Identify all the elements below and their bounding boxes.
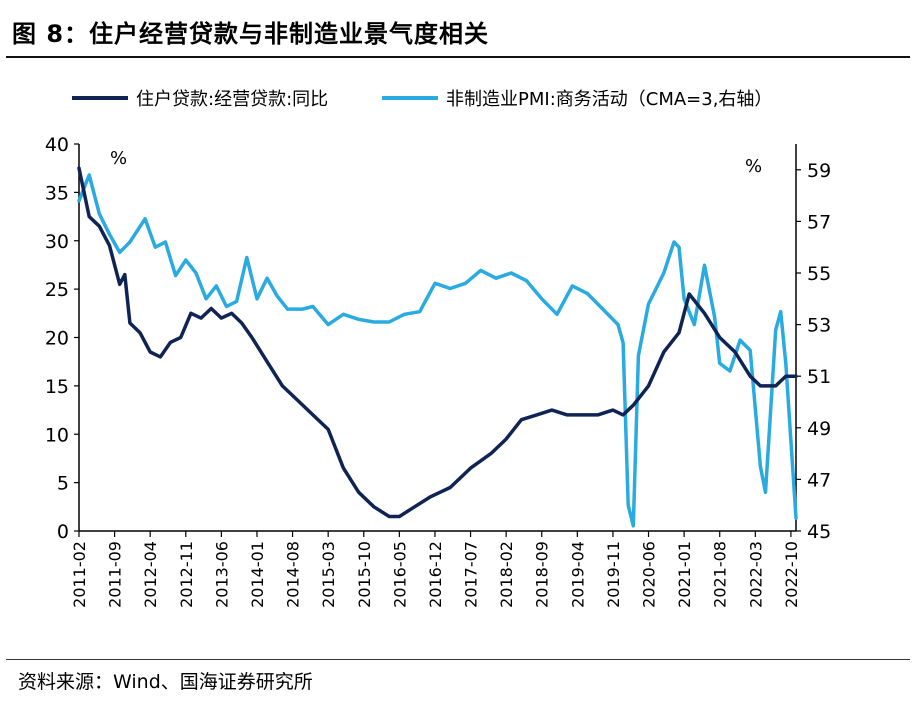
- y-right-unit: %: [745, 156, 762, 177]
- x-tick-label: 2011-02: [70, 541, 89, 608]
- legend-label-nonmfg-pmi: 非制造业PMI:商务活动（CMA=3,右轴）: [446, 89, 772, 110]
- source-note: 资料来源：Wind、国海证券研究所: [18, 671, 313, 693]
- y-right-tick-label: 49: [807, 418, 831, 440]
- y-left-tick-label: 5: [57, 473, 69, 495]
- legend-label-business-loans: 住户贷款:经营贷款:同比: [136, 89, 328, 110]
- x-tick-label: 2015-10: [355, 541, 374, 608]
- x-tick-label: 2021-01: [675, 541, 694, 608]
- y-left-tick-label: 25: [45, 279, 69, 301]
- x-tick-label: 2013-06: [212, 541, 231, 608]
- series-line-business-loans: [77, 166, 798, 519]
- y-left-tick-label: 40: [45, 134, 69, 156]
- x-tick-label: 2022-03: [746, 541, 765, 608]
- plot-area: 0 5 10 15 20 25 30 35 40 45 47 49 51 53 55 57 59% % 2011-0…: [45, 134, 831, 608]
- y-right-tick-label: 47: [807, 469, 831, 491]
- y-right-tick-label: 59: [807, 160, 831, 182]
- x-tick-label: 2014-08: [284, 541, 303, 608]
- y-left-tick-label: 20: [45, 328, 69, 350]
- x-tick-label: 2011-09: [106, 541, 125, 608]
- x-tick-label: 2022-10: [782, 541, 801, 608]
- y-left-tick-label: 0: [57, 521, 69, 543]
- x-tick-label: 2019-04: [568, 541, 587, 608]
- x-tick-label: 2018-02: [497, 541, 516, 608]
- x-tick-label: 2019-11: [604, 541, 623, 608]
- figure-title: 图 8：住户经营贷款与非制造业景气度相关: [12, 20, 490, 48]
- y-left-tick-label: 35: [45, 182, 69, 204]
- series-line-nonmfg-pmi: [77, 173, 798, 528]
- title-divider: [6, 56, 910, 58]
- x-tick-label: 2014-01: [248, 541, 267, 608]
- x-tick-label: 2012-04: [141, 541, 160, 608]
- x-tick-label: 2017-07: [462, 541, 481, 608]
- y-right-tick-label: 45: [807, 521, 831, 543]
- y-left-unit: %: [110, 148, 127, 169]
- y-right-tick-label: 57: [807, 211, 831, 233]
- y-right-tick-label: 55: [807, 263, 831, 285]
- x-tick-label: 2012-11: [177, 541, 196, 608]
- x-tick-label: 2015-03: [319, 541, 338, 608]
- x-tick-label: 2018-09: [533, 541, 552, 608]
- footer-divider: [6, 659, 910, 660]
- y-left-tick-label: 15: [45, 376, 69, 398]
- legend: 住户贷款:经营贷款:同比 非制造业PMI:商务活动（CMA=3,右轴）: [72, 89, 772, 110]
- x-tick-label: 2016-12: [426, 541, 445, 608]
- y-right-tick-label: 51: [807, 366, 831, 388]
- x-tick-label: 2021-08: [711, 541, 730, 608]
- x-tick-label: 2020-06: [640, 541, 659, 608]
- x-tick-label: 2016-05: [390, 541, 409, 608]
- chart: 住户贷款:经营贷款:同比 非制造业PMI:商务活动（CMA=3,右轴） 0 5 10 1…: [45, 89, 831, 608]
- y-left-tick-label: 10: [45, 424, 69, 446]
- y-left-tick-label: 30: [45, 231, 69, 253]
- y-right-tick-label: 53: [807, 315, 831, 337]
